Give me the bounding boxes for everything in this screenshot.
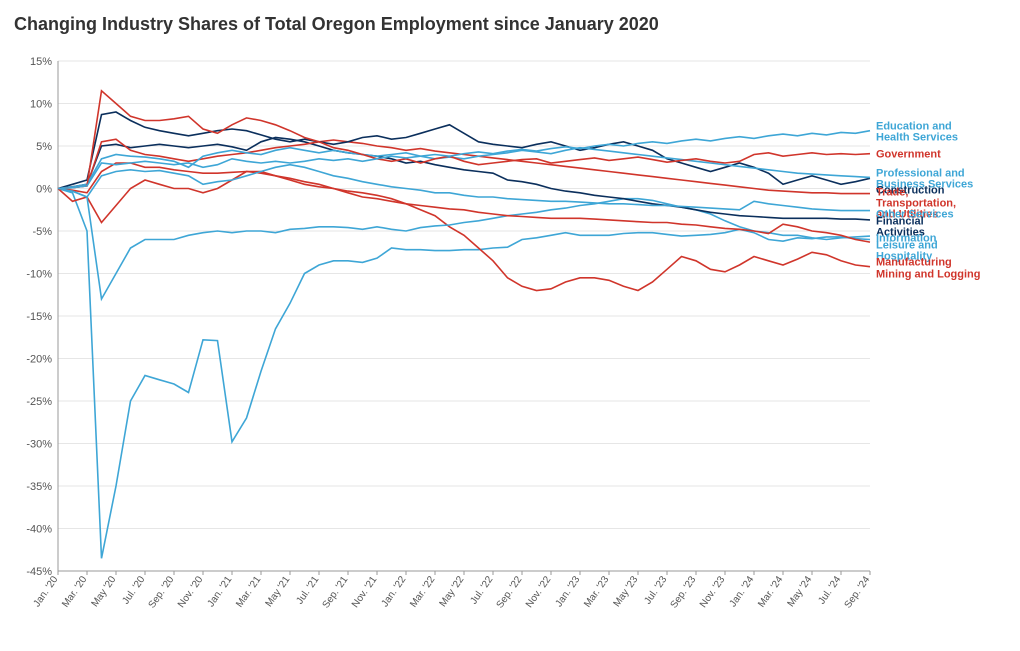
svg-text:10%: 10% (30, 99, 52, 111)
svg-text:Nov. '23: Nov. '23 (698, 574, 728, 610)
svg-text:May '23: May '23 (612, 574, 641, 609)
svg-text:Mar. '24: Mar. '24 (756, 574, 785, 610)
svg-text:Jul. '20: Jul. '20 (120, 574, 147, 606)
svg-text:Mar. '20: Mar. '20 (60, 574, 89, 610)
svg-text:May '24: May '24 (786, 574, 815, 609)
svg-text:Jul. '21: Jul. '21 (294, 574, 321, 606)
svg-text:Jan. '22: Jan. '22 (380, 574, 409, 609)
chart-container: 15% 10% 5% 0% -5% -10% -15% -20% -25% -30% -35% -40… (10, 41, 1010, 641)
svg-text:May '21: May '21 (264, 574, 293, 609)
svg-text:-5%: -5% (32, 226, 52, 238)
svg-text:Jan. '21: Jan. '21 (206, 574, 235, 609)
svg-text:-35%: -35% (26, 481, 52, 493)
svg-text:Jul. '24: Jul. '24 (816, 574, 843, 606)
legend-label: Manufacturing (876, 256, 952, 268)
chart-title: Changing Industry Shares of Total Oregon… (14, 14, 1010, 35)
svg-text:Jan. '23: Jan. '23 (554, 574, 583, 609)
svg-text:Mar. '21: Mar. '21 (234, 574, 263, 610)
svg-text:-20%: -20% (26, 354, 52, 366)
svg-text:-25%: -25% (26, 396, 52, 408)
svg-text:15%: 15% (30, 56, 52, 68)
svg-text:May '22: May '22 (438, 574, 467, 609)
legend-label: Government (876, 149, 941, 161)
svg-text:-45%: -45% (26, 566, 52, 578)
svg-text:Sep. '21: Sep. '21 (321, 574, 351, 610)
svg-text:-30%: -30% (26, 439, 52, 451)
svg-text:May '20: May '20 (90, 574, 119, 609)
svg-text:Nov. '20: Nov. '20 (176, 574, 206, 610)
svg-text:Jan. '24: Jan. '24 (728, 574, 757, 609)
svg-text:Nov. '22: Nov. '22 (524, 574, 554, 610)
line-chart: 15% 10% 5% 0% -5% -10% -15% -20% -25% -30% -35% -40… (10, 41, 1010, 641)
svg-text:Jul. '22: Jul. '22 (468, 574, 495, 606)
svg-text:-10%: -10% (26, 269, 52, 281)
svg-text:Sep. '22: Sep. '22 (495, 574, 525, 610)
svg-text:Jan. '20: Jan. '20 (32, 574, 61, 609)
svg-text:Nov. '21: Nov. '21 (350, 574, 380, 610)
svg-text:0%: 0% (36, 184, 52, 196)
series-financial-activities (58, 138, 870, 220)
legend-label: Mining and Logging (876, 268, 980, 280)
svg-text:Jul. '23: Jul. '23 (642, 574, 669, 606)
svg-text:-15%: -15% (26, 311, 52, 323)
series-leisure-and-hospitality (58, 189, 870, 559)
svg-text:Sep. '23: Sep. '23 (669, 574, 699, 610)
svg-text:-40%: -40% (26, 524, 52, 536)
svg-text:Sep. '24: Sep. '24 (843, 574, 873, 610)
svg-text:5%: 5% (36, 141, 52, 153)
legend-label: Health Services (876, 132, 958, 144)
svg-text:Sep. '20: Sep. '20 (147, 574, 177, 610)
svg-text:Mar. '22: Mar. '22 (408, 574, 437, 610)
series-construction (58, 112, 870, 189)
svg-text:Mar. '23: Mar. '23 (582, 574, 611, 610)
